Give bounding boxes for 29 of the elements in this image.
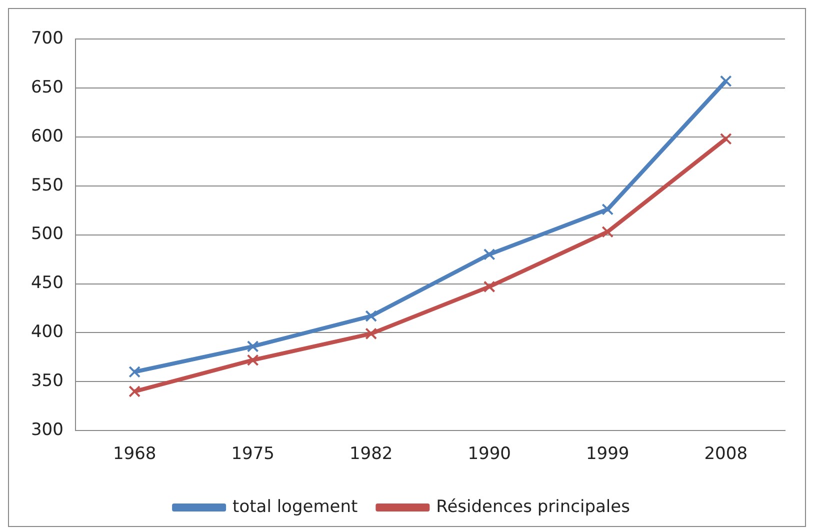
point	[246, 354, 259, 366]
y-tick-label: 300	[30, 420, 64, 440]
y-tick-label: 700	[30, 28, 64, 48]
x-tick-label: 1975	[231, 444, 274, 464]
point	[602, 226, 614, 238]
point	[128, 366, 141, 378]
legend-label: Résidences principales	[436, 496, 630, 517]
point	[483, 248, 496, 260]
y-tick-label: 400	[30, 322, 64, 342]
y-tick-label: 650	[30, 77, 64, 98]
point	[246, 340, 259, 352]
point	[128, 385, 141, 398]
y-tick-label: 600	[30, 126, 64, 146]
point	[483, 280, 496, 293]
y-tick-label: 550	[30, 175, 64, 196]
y-tick-label: 350	[30, 371, 64, 392]
y-tick-label: 450	[30, 273, 64, 294]
x-tick-label: 1968	[112, 444, 156, 464]
x-tick-label: 1990	[468, 444, 511, 464]
point	[602, 203, 614, 216]
point	[365, 328, 378, 340]
point	[365, 310, 378, 322]
x-tick-label: 1982	[349, 444, 393, 464]
point	[720, 75, 732, 88]
y-tick-label: 500	[30, 224, 64, 244]
x-tick-label: 2008	[704, 444, 748, 464]
point	[720, 132, 732, 145]
legend-label: total logement	[232, 496, 358, 517]
x-tick-label: 1999	[586, 444, 630, 464]
